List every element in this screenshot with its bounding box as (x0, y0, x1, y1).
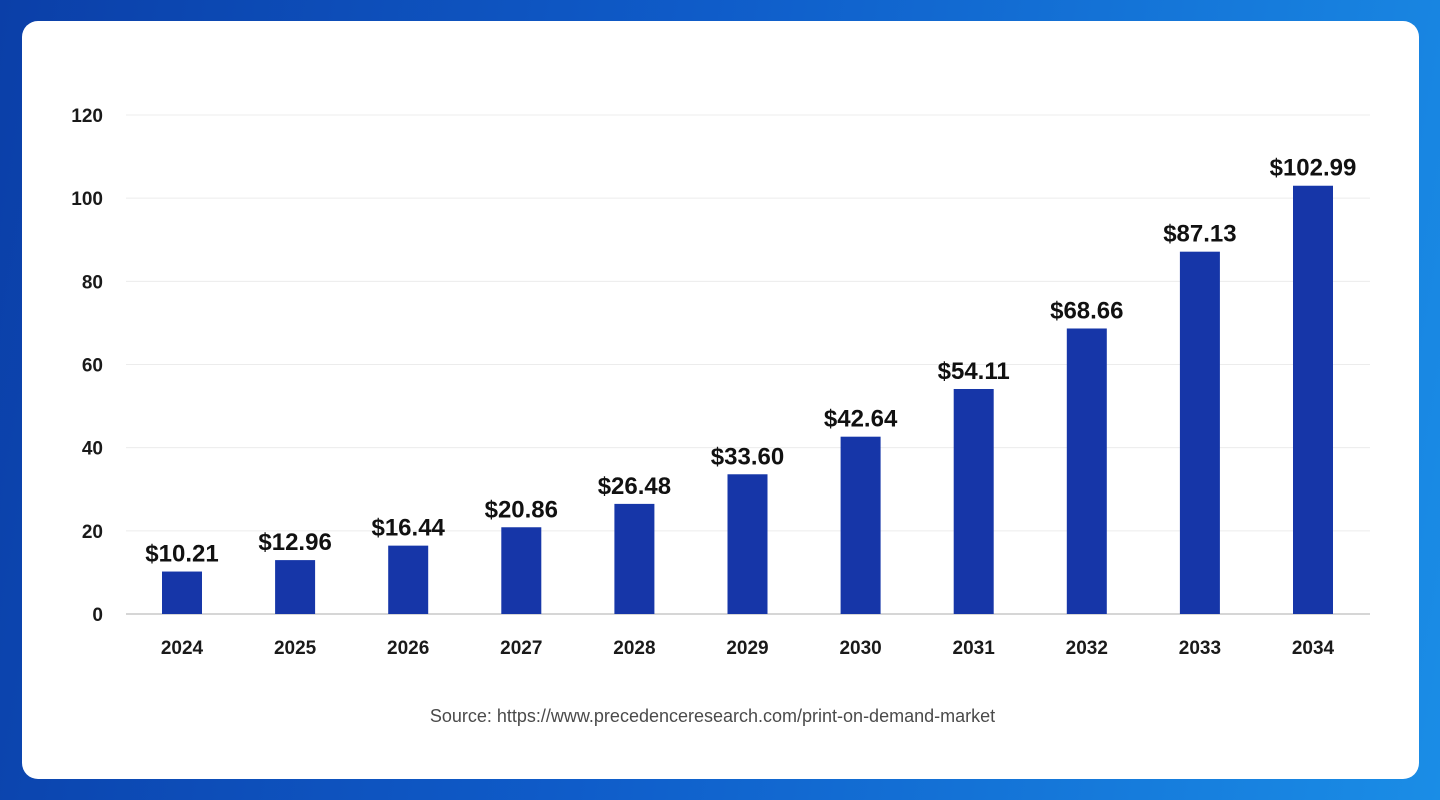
bar-2025 (275, 560, 316, 614)
y-axis: 0 20 40 60 80 100 120 (71, 106, 103, 626)
x-tick-label: 2029 (726, 638, 768, 659)
bar-2026 (388, 545, 429, 614)
x-tick-label: 2024 (161, 638, 204, 659)
data-label: $10.21 (145, 541, 218, 568)
data-label: $87.13 (1163, 221, 1236, 248)
y-tick-label: 100 (71, 189, 103, 210)
bar-2029 (727, 474, 768, 614)
y-tick-label: 80 (82, 272, 103, 293)
data-label: $16.44 (371, 515, 445, 542)
source-note: Source: https://www.precedenceresearch.c… (429, 706, 996, 726)
data-label: $33.60 (711, 443, 784, 470)
data-label: $42.64 (824, 406, 898, 433)
bar-2034 (1293, 185, 1333, 614)
x-tick-label: 2028 (613, 638, 655, 659)
bar-2033 (1179, 251, 1220, 614)
x-tick-label: 2033 (1179, 638, 1221, 659)
data-label: $26.48 (598, 473, 671, 500)
data-label: $12.96 (258, 529, 331, 556)
bars (162, 185, 1333, 614)
x-tick-label: 2031 (953, 638, 996, 659)
data-label: $20.86 (485, 496, 558, 523)
data-label: $54.11 (938, 358, 1010, 385)
bar-2030 (840, 436, 881, 614)
data-label: $68.66 (1050, 297, 1123, 324)
data-label: $102.99 (1270, 155, 1357, 182)
bar-2032 (1066, 328, 1107, 614)
x-tick-label: 2030 (839, 638, 881, 659)
x-axis: 2024 2025 2026 2027 2028 2029 2030 2031 2032 2033… (161, 638, 1335, 659)
bar-2028 (614, 503, 655, 614)
x-tick-label: 2025 (274, 638, 317, 659)
x-tick-label: 2034 (1292, 638, 1335, 659)
bar-2027 (501, 527, 542, 614)
y-tick-label: 120 (71, 106, 103, 127)
y-tick-label: 60 (82, 356, 103, 377)
bar-2024 (162, 571, 202, 614)
x-tick-label: 2027 (500, 638, 542, 659)
gridlines (126, 114, 1370, 532)
y-tick-label: 40 (82, 439, 103, 460)
x-tick-label: 2032 (1066, 638, 1108, 659)
y-tick-label: 0 (92, 605, 103, 626)
y-tick-label: 20 (82, 522, 103, 543)
bar-2031 (953, 388, 994, 614)
data-labels: $10.21 $12.96 $16.44 $20.86 $26.48 $33.60 $42.… (145, 155, 1356, 568)
x-tick-label: 2026 (387, 638, 429, 659)
